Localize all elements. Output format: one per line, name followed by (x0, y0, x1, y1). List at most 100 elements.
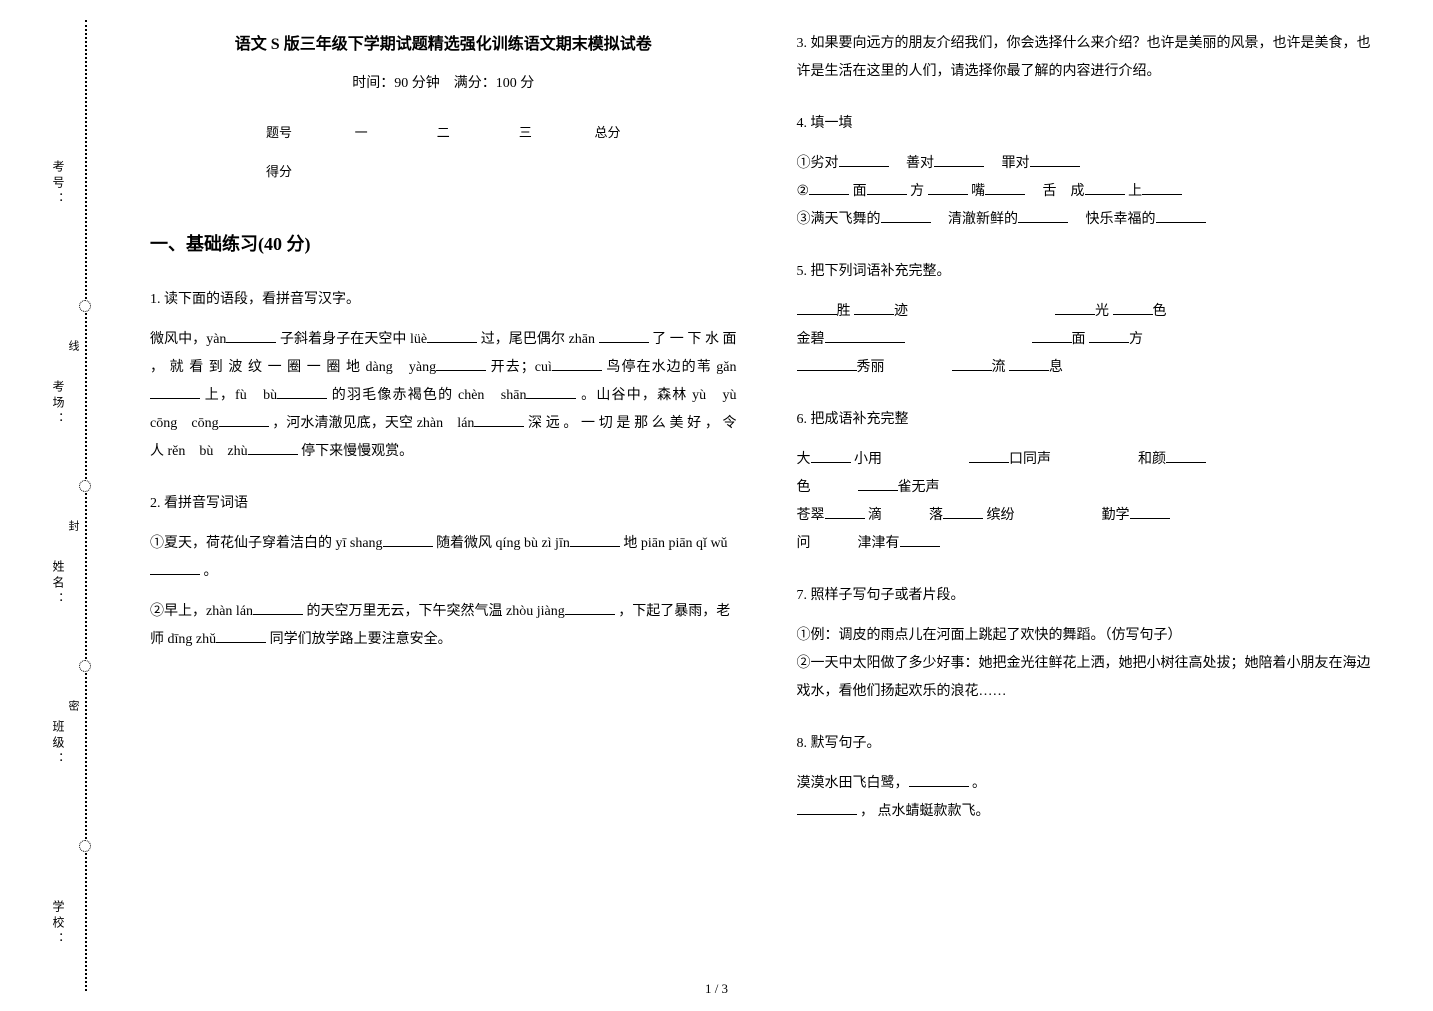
q1-prompt: 1. 读下面的语段，看拼音写汉字。 (150, 286, 737, 314)
q7-line2: ②一天中太阳做了多少好事：她把金光往鲜花上洒，她把小树往高处拔；她陪着小朋友在海… (797, 650, 1384, 706)
score-header: 一 (320, 122, 402, 141)
blank (934, 153, 984, 167)
q1-body: 微风中，yàn 子斜着身子在天空中 lüè 过，尾巴偶尔 zhān 了 一 下 … (150, 326, 737, 466)
blank (1156, 209, 1206, 223)
binding-gutter: 学校： 密 班级： 封 姓名： 线 考场： 考号： (0, 0, 100, 1011)
gutter-circle (79, 660, 91, 672)
blank (150, 561, 200, 575)
score-blank (566, 161, 648, 180)
section-1-title: 一、基础练习(40 分) (150, 230, 737, 256)
gutter-cut-mi: 密 (65, 700, 81, 731)
blank (943, 505, 983, 519)
blank (427, 329, 477, 343)
blank (909, 773, 969, 787)
blank (1030, 153, 1080, 167)
exam-timing: 时间：90 分钟 满分：100 分 (150, 72, 737, 92)
q2-line2: ②早上，zhàn lán 的天空万里无云，下午突然气温 zhòu jiàng ，… (150, 598, 737, 654)
exam-title: 语文 S 版三年级下学期试题精选强化训练语文期末模拟试卷 (150, 30, 737, 54)
blank (985, 181, 1025, 195)
blank (436, 357, 486, 371)
q5-row1: 胜 迹 光 色 (797, 298, 1384, 326)
q8-prompt: 8. 默写句子。 (797, 730, 1384, 758)
blank (1009, 357, 1049, 371)
blank (565, 601, 615, 615)
blank (809, 181, 849, 195)
q7-line1: ①例：调皮的雨点儿在河面上跳起了欢快的舞蹈。（仿写句子） (797, 622, 1384, 650)
question-6: 6. 把成语补充完整 大 小用 口同声 和颜 色 雀无声 苍翠 滴 落 缤纷 (797, 406, 1384, 558)
blank (797, 301, 837, 315)
page-content: 语文 S 版三年级下学期试题精选强化训练语文期末模拟试卷 时间：90 分钟 满分… (100, 0, 1433, 1011)
blank (1085, 181, 1125, 195)
gutter-label-room: 考场： (50, 380, 67, 428)
blank (797, 357, 857, 371)
blank (248, 441, 298, 455)
q4-line3: ③满天飞舞的 清澈新鲜的 快乐幸福的 (797, 206, 1384, 234)
blank (552, 357, 602, 371)
q7-prompt: 7. 照样子写句子或者片段。 (797, 582, 1384, 610)
gutter-label-name: 姓名： (50, 560, 67, 608)
blank (226, 329, 276, 343)
q8-line1: 漠漠水田飞白鹭， 。 (797, 770, 1384, 798)
blank (839, 153, 889, 167)
blank (277, 385, 327, 399)
q4-prompt: 4. 填一填 (797, 110, 1384, 138)
q6-row2: 色 雀无声 (797, 474, 1384, 502)
score-blank (402, 161, 484, 180)
score-header-row: 题号 一 二 三 总分 (238, 122, 649, 141)
score-header: 三 (484, 122, 566, 141)
q3-text: 3. 如果要向远方的朋友介绍我们，你会选择什么来介绍？也许是美丽的风景，也许是美… (797, 36, 1371, 79)
blank (867, 181, 907, 195)
blank (1055, 301, 1095, 315)
gutter-label-school: 学校： (50, 900, 67, 948)
gutter-label-class: 班级： (50, 720, 67, 768)
blank (811, 449, 851, 463)
q8-line2: ， 点水蜻蜓款款飞。 (797, 798, 1384, 826)
question-4: 4. 填一填 ①劣对 善对 罪对 ② 面 方 嘴 舌 成 上 ③满天飞舞的 清澈… (797, 110, 1384, 234)
q5-row2: 金碧 面 方 (797, 326, 1384, 354)
page-number: 1 / 3 (705, 981, 728, 997)
blank (825, 505, 865, 519)
q6-row3: 苍翠 滴 落 缤纷 勤学 (797, 502, 1384, 530)
gutter-circle (79, 840, 91, 852)
q4-line2: ② 面 方 嘴 舌 成 上 (797, 178, 1384, 206)
gutter-circle (79, 480, 91, 492)
score-header: 总分 (566, 122, 648, 141)
question-8: 8. 默写句子。 漠漠水田飞白鹭， 。 ， 点水蜻蜓款款飞。 (797, 730, 1384, 826)
right-column: 3. 如果要向远方的朋友介绍我们，你会选择什么来介绍？也许是美丽的风景，也许是美… (767, 30, 1414, 991)
blank (216, 629, 266, 643)
blank (854, 301, 894, 315)
score-table: 题号 一 二 三 总分 得分 (238, 122, 649, 180)
blank (383, 533, 433, 547)
blank (570, 533, 620, 547)
gutter-cut-feng: 封 (65, 520, 81, 551)
q5-prompt: 5. 把下列词语补充完整。 (797, 258, 1384, 286)
question-2: 2. 看拼音写词语 ①夏天，荷花仙子穿着洁白的 yī shang 随着微风 qí… (150, 490, 737, 654)
question-3: 3. 如果要向远方的朋友介绍我们，你会选择什么来介绍？也许是美丽的风景，也许是美… (797, 30, 1384, 86)
score-blank (320, 161, 402, 180)
blank (150, 385, 200, 399)
blank (952, 357, 992, 371)
blank (474, 413, 524, 427)
blank (219, 413, 269, 427)
blank (1113, 301, 1153, 315)
blank (825, 329, 905, 343)
score-value-row: 得分 (238, 161, 649, 180)
blank (1166, 449, 1206, 463)
blank (1032, 329, 1072, 343)
blank (253, 601, 303, 615)
blank (599, 329, 649, 343)
blank (1018, 209, 1068, 223)
left-column: 语文 S 版三年级下学期试题精选强化训练语文期末模拟试卷 时间：90 分钟 满分… (120, 30, 767, 991)
score-row-label: 得分 (238, 161, 320, 180)
q4-line1: ①劣对 善对 罪对 (797, 150, 1384, 178)
q6-row4: 问 津津有 (797, 530, 1384, 558)
score-header: 题号 (238, 122, 320, 141)
score-header: 二 (402, 122, 484, 141)
score-blank (484, 161, 566, 180)
q2-line1: ①夏天，荷花仙子穿着洁白的 yī shang 随着微风 qíng bù zì j… (150, 530, 737, 586)
blank (1089, 329, 1129, 343)
blank (526, 385, 576, 399)
blank (1130, 505, 1170, 519)
blank (797, 801, 857, 815)
gutter-circle (79, 300, 91, 312)
